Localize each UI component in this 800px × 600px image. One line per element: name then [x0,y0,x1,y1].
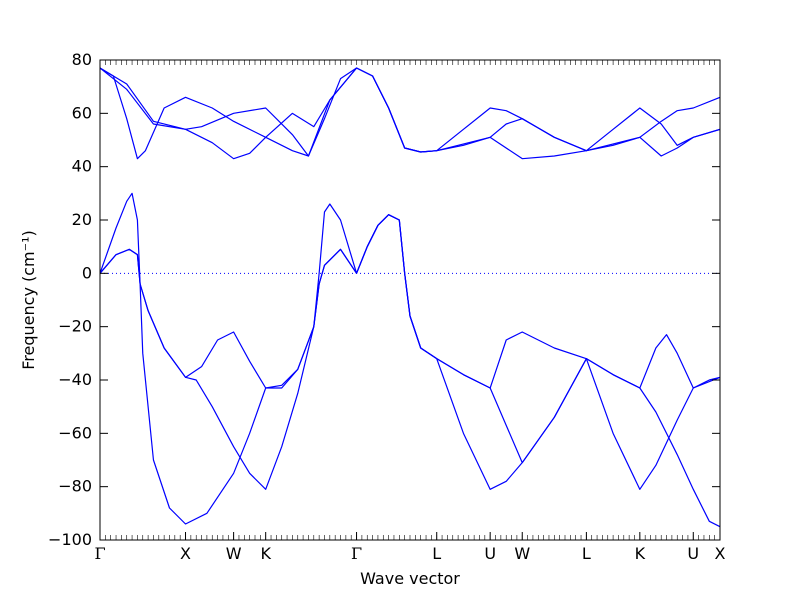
x-tick-label: L [432,544,441,563]
y-tick-label: 40 [72,157,92,176]
y-axis-label: Frequency (cm⁻¹) [19,230,38,369]
x-tick-label: U [687,544,699,563]
x-tick-label: W [514,544,530,563]
y-tick-label: 80 [72,50,92,69]
x-tick-label: U [484,544,496,563]
y-tick-label: 20 [72,210,92,229]
x-tick-label: X [180,544,191,563]
plot-background [100,60,720,540]
y-axis-ticks: −100 −80 −60 −40 −20 0 20 40 60 80 [48,50,720,549]
y-tick-label: −100 [48,530,92,549]
plot-frame [99,59,721,541]
x-tick-label: Γ [94,544,105,563]
band-line-6 [100,214,720,525]
x-tick-label: K [635,544,646,563]
x-tick-label: Γ [351,544,362,563]
x-tick-label: W [226,544,242,563]
y-tick-label: −80 [58,477,92,496]
y-tick-label: −20 [58,317,92,336]
y-tick-label: −40 [58,370,92,389]
band-line-3 [100,67,720,160]
x-tick-label: X [715,544,726,563]
y-tick-label: −60 [58,423,92,442]
x-tick-label: L [582,544,591,563]
y-tick-label: 0 [82,263,92,282]
y-tick-label: 60 [72,103,92,122]
x-tick-label: K [260,544,271,563]
x-axis-label: Wave vector [360,569,460,588]
series-group [100,67,720,528]
